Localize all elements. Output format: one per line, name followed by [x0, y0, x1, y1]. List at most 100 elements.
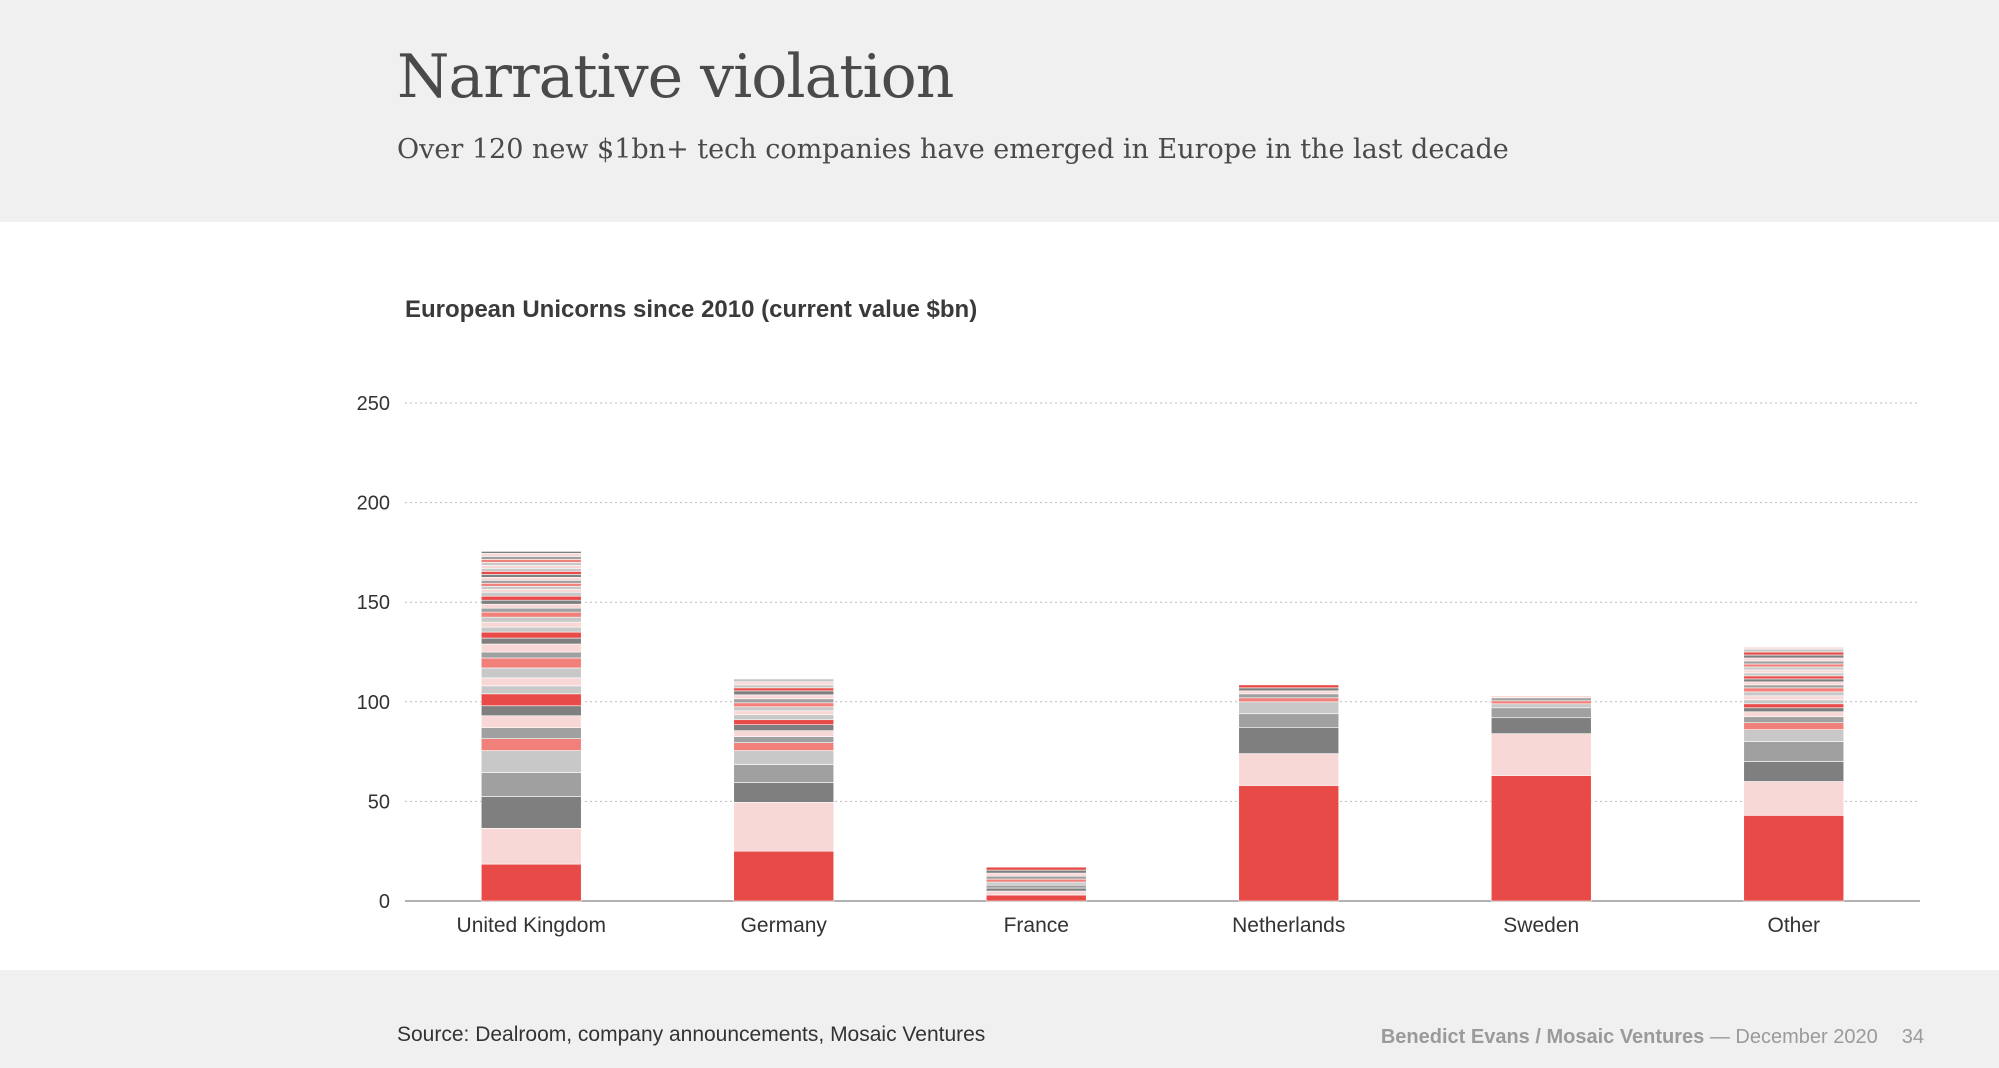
- bar-segment: [985, 875, 1087, 880]
- bar-segment: [480, 582, 582, 587]
- bar-segment: [1743, 781, 1845, 816]
- page-number: 34: [1901, 1026, 1924, 1048]
- bar-stack: [1238, 684, 1340, 902]
- bar-segment: [1743, 703, 1845, 709]
- bar-segment: [480, 616, 582, 623]
- bar-segment: [480, 591, 582, 597]
- bar-segment: [480, 715, 582, 728]
- bar-segment: [1743, 722, 1845, 730]
- bar-stack: [985, 866, 1087, 902]
- bar-segment: [985, 890, 1087, 896]
- bar-segment: [1238, 684, 1340, 689]
- bar-segment: [733, 710, 835, 716]
- bar-segment: [480, 827, 582, 865]
- bar-segment: [733, 782, 835, 803]
- bar-segment: [480, 705, 582, 717]
- bar-segment: [1743, 711, 1845, 718]
- bar-segment: [985, 878, 1087, 883]
- bar-segment: [480, 565, 582, 569]
- bar-segment: [1490, 707, 1592, 719]
- bar-segment: [480, 796, 582, 829]
- bar-segment: [480, 667, 582, 679]
- bar-segment: [1743, 761, 1845, 782]
- bar-segment: [480, 551, 582, 554]
- bar-segment: [480, 611, 582, 618]
- bar-segment: [1238, 687, 1340, 692]
- bar-segment: [733, 730, 835, 737]
- bar-segment: [1743, 699, 1845, 705]
- x-tick-label: United Kingdom: [457, 914, 606, 937]
- bar-segment: [1743, 695, 1845, 701]
- bar-segment: [480, 595, 582, 601]
- bar-segment: [480, 631, 582, 639]
- bar-segment: [733, 736, 835, 743]
- bar-segment: [733, 687, 835, 692]
- bar-segment: [480, 588, 582, 593]
- bar-segment: [733, 684, 835, 689]
- bar-segment: [1238, 693, 1340, 699]
- bar-segment: [480, 559, 582, 563]
- bar-segment: [480, 750, 582, 773]
- footer-band: [0, 970, 1999, 1068]
- bar-segment: [1743, 675, 1845, 680]
- bar-segment: [733, 690, 835, 696]
- bar-stack: [733, 678, 835, 902]
- bar-segment: [1490, 700, 1592, 705]
- bar-segment: [480, 693, 582, 707]
- bar-segment: [1743, 815, 1845, 902]
- bar-segment: [1238, 727, 1340, 754]
- bar-segment: [480, 727, 582, 739]
- bar-segment: [733, 702, 835, 708]
- bar-segment: [1238, 713, 1340, 728]
- y-tick-label: 100: [357, 692, 390, 714]
- bar-segment: [480, 599, 582, 605]
- bar-segment: [733, 742, 835, 751]
- bar-segment: [1490, 695, 1592, 699]
- bar-segment: [480, 621, 582, 628]
- bar-segment: [480, 579, 582, 584]
- page-subtitle: Over 120 new $1bn+ tech companies have e…: [397, 134, 1509, 165]
- header-band: Narrative violation Over 120 new $1bn+ t…: [0, 0, 1999, 222]
- bar-segment: [1743, 716, 1845, 724]
- bar-segment: [1743, 654, 1845, 659]
- bar-segment: [480, 738, 582, 751]
- bar-segment: [733, 750, 835, 765]
- x-tick-label: Sweden: [1503, 914, 1579, 937]
- bar-segment: [480, 643, 582, 653]
- bar-segment: [985, 884, 1087, 889]
- bar-segment: [733, 694, 835, 700]
- bar-segment: [480, 574, 582, 578]
- bar-segment: [1743, 687, 1845, 693]
- bar-segment: [733, 698, 835, 704]
- bar-segment: [1490, 717, 1592, 734]
- date-label: — December 2020: [1709, 1026, 1878, 1048]
- bar-segment: [1743, 707, 1845, 713]
- x-tick-label: Other: [1767, 914, 1820, 937]
- attribution: Benedict Evans / Mosaic Ventures — Decem…: [1381, 1026, 1924, 1049]
- bar-segment: [480, 626, 582, 633]
- bar-segment: [985, 881, 1087, 886]
- bar-segment: [985, 866, 1087, 871]
- bar-segment: [480, 651, 582, 659]
- bar-segment: [733, 714, 835, 721]
- page-title: Narrative violation: [397, 42, 954, 112]
- bar-segment: [733, 724, 835, 731]
- bar-segment: [1490, 733, 1592, 776]
- bar-segment: [733, 802, 835, 852]
- x-tick-label: Netherlands: [1232, 914, 1345, 937]
- bar-segment: [1743, 657, 1845, 662]
- x-tick-label: France: [1004, 914, 1069, 937]
- bar-segment: [985, 869, 1087, 874]
- y-tick-label: 250: [357, 393, 390, 415]
- bar-segment: [1743, 646, 1845, 650]
- bar-segment: [480, 556, 582, 560]
- bar-stack: [480, 551, 582, 902]
- bar-segment: [1238, 690, 1340, 695]
- bar-segment: [985, 894, 1087, 902]
- bar-segment: [480, 677, 582, 687]
- bar-segment: [480, 562, 582, 566]
- bar-segment: [480, 585, 582, 590]
- bar-segment: [985, 887, 1087, 892]
- bar-segment: [480, 772, 582, 797]
